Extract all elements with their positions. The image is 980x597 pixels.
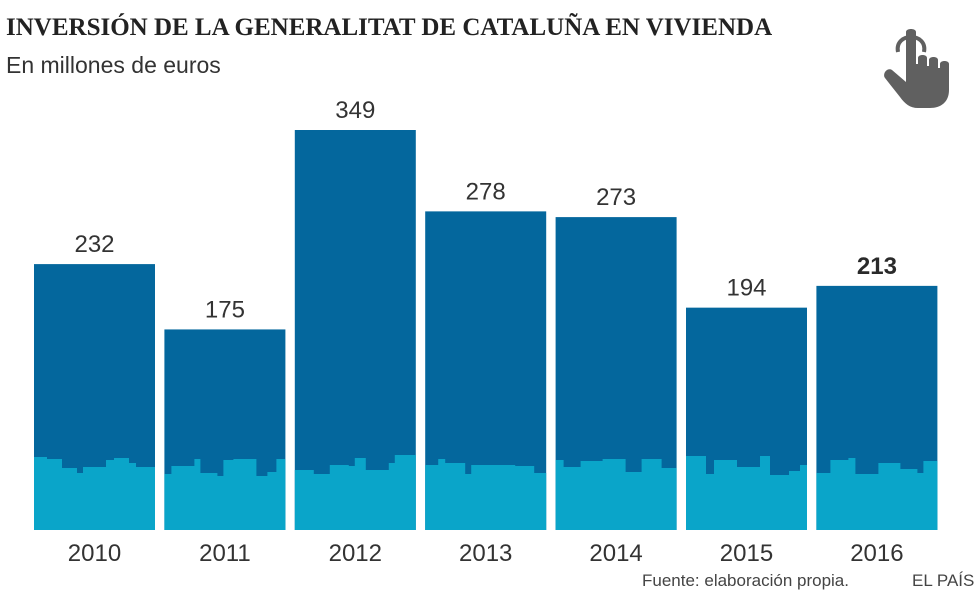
x-tick-label: 2012 — [329, 540, 382, 567]
chart-subtitle: En millones de euros — [6, 52, 221, 78]
x-tick-label: 2014 — [589, 540, 642, 567]
data-label: 349 — [335, 97, 375, 124]
bar-skyline — [34, 457, 155, 530]
x-tick-label: 2015 — [720, 540, 773, 567]
bar-skyline — [425, 459, 547, 530]
publisher-brand: EL PAÍS — [912, 571, 975, 590]
bar-skyline — [686, 456, 807, 530]
data-label: 175 — [205, 296, 245, 323]
x-tick-label: 2016 — [850, 540, 903, 567]
data-label: 232 — [74, 231, 114, 258]
data-label: 273 — [596, 184, 636, 211]
bar-skyline — [816, 458, 938, 530]
data-label: 213 — [857, 253, 897, 280]
source-note: Fuente: elaboración propia. — [642, 571, 849, 590]
x-tick-label: 2013 — [459, 540, 512, 567]
x-tick-label: 2010 — [68, 540, 121, 567]
bar-skyline — [555, 459, 677, 530]
pointing-hand-icon[interactable] — [880, 26, 960, 110]
chart-title: INVERSIÓN DE LA GENERALITAT DE CATALUÑA … — [6, 14, 773, 41]
data-label: 194 — [726, 275, 766, 302]
data-label: 278 — [466, 178, 506, 205]
bar-skyline — [164, 459, 286, 530]
bar-skyline — [294, 455, 416, 530]
x-tick-label: 2011 — [199, 540, 251, 567]
